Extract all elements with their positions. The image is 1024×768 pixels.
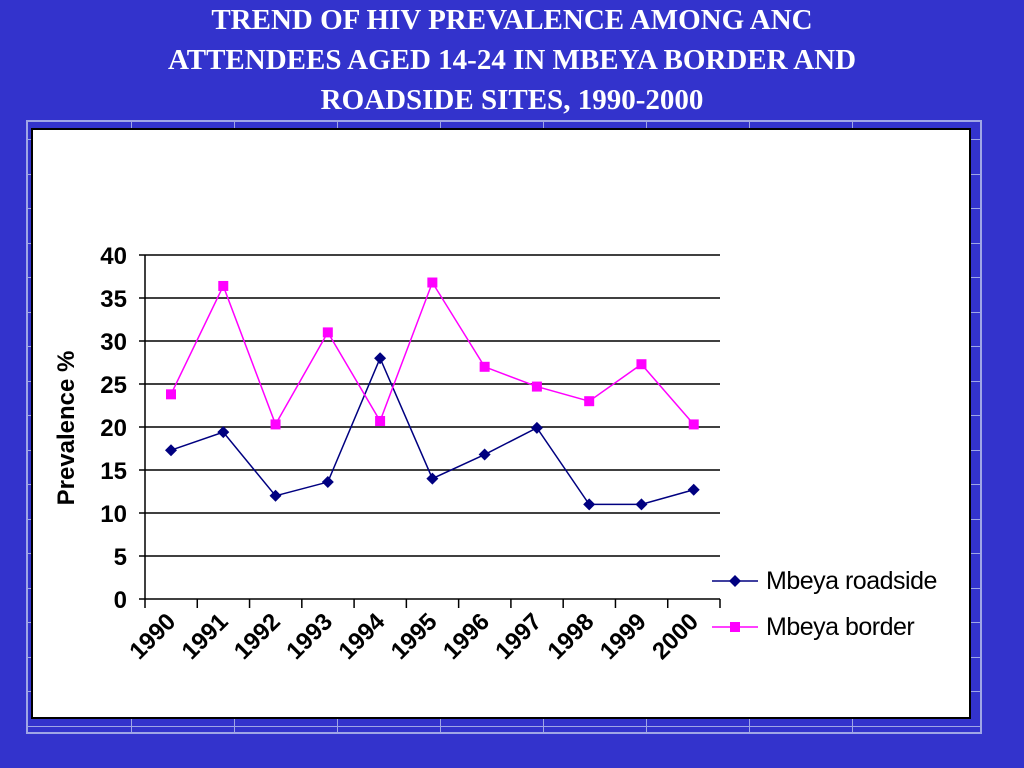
data-point-roadside xyxy=(217,426,230,439)
y-tick-label: 15 xyxy=(100,458,127,485)
legend-label-roadside: Mbeya roadside xyxy=(766,566,937,595)
chart-panel xyxy=(31,128,971,719)
data-point-border xyxy=(688,419,699,430)
x-tick-label: 1994 xyxy=(333,608,390,665)
y-tick-label: 25 xyxy=(100,372,127,399)
data-point-roadside xyxy=(426,472,439,485)
slide-title: TREND OF HIV PREVALENCE AMONG ANC ATTEND… xyxy=(60,0,964,120)
x-tick-label: 1990 xyxy=(124,608,181,665)
legend-item-roadside: Mbeya roadside xyxy=(712,558,937,604)
data-point-roadside xyxy=(583,498,596,511)
data-point-border xyxy=(531,381,542,392)
x-tick-label: 1992 xyxy=(229,608,286,665)
x-tick-labels: 1990199119921993199419951996199719981999… xyxy=(124,608,704,665)
data-point-border xyxy=(479,361,490,372)
data-point-border xyxy=(584,396,595,407)
data-point-border xyxy=(375,415,386,426)
x-tick-label: 1993 xyxy=(281,608,338,665)
x-tick-label: 1991 xyxy=(177,608,234,665)
x-tick-label: 1996 xyxy=(438,608,495,665)
data-point-roadside xyxy=(635,498,648,511)
y-tick-label: 10 xyxy=(100,501,127,528)
data-point-roadside xyxy=(321,476,334,489)
legend-label-border: Mbeya border xyxy=(766,612,915,641)
x-tick-label: 1998 xyxy=(543,608,600,665)
data-point-border xyxy=(427,277,438,288)
x-tick-label: 1995 xyxy=(386,608,443,665)
x-tick-label: 1997 xyxy=(490,608,547,665)
y-tick-label: 0 xyxy=(114,587,127,614)
data-point-border xyxy=(322,327,333,338)
title-line-1: TREND OF HIV PREVALENCE AMONG ANC xyxy=(211,4,813,36)
data-point-roadside xyxy=(687,483,700,496)
frame-gridline xyxy=(28,725,980,727)
data-point-border xyxy=(636,359,647,370)
gridlines xyxy=(145,254,720,557)
data-point-roadside xyxy=(478,448,491,461)
title-line-2: ATTENDEES AGED 14-24 IN MBEYA BORDER AND xyxy=(167,44,857,76)
y-axis-label: Prevalence % xyxy=(53,351,80,506)
y-tick-label: 40 xyxy=(100,243,127,270)
data-point-roadside xyxy=(269,489,282,502)
legend: Mbeya roadside Mbeya border xyxy=(712,558,937,650)
series-line-border xyxy=(170,280,695,427)
data-point-border xyxy=(218,280,229,291)
series-lines xyxy=(170,280,695,506)
y-tick-label: 35 xyxy=(100,286,127,313)
axes xyxy=(139,254,721,608)
data-point-roadside xyxy=(530,421,543,434)
square-marker-icon xyxy=(712,617,758,637)
data-point-border xyxy=(166,389,176,400)
data-point-border xyxy=(270,419,281,430)
series-markers xyxy=(165,277,700,511)
diamond-marker-icon xyxy=(712,571,758,591)
y-tick-label: 30 xyxy=(100,329,127,356)
x-tick-label: 1999 xyxy=(595,608,652,665)
y-tick-labels: 0 5 10 15 20 25 30 35 40 xyxy=(100,243,127,614)
y-tick-label: 20 xyxy=(100,415,127,442)
title-line-3: ROADSIDE SITES, 1990-2000 xyxy=(320,84,704,116)
y-tick-label: 5 xyxy=(114,544,127,571)
data-point-roadside xyxy=(165,444,177,457)
data-point-roadside xyxy=(374,352,387,365)
legend-item-border: Mbeya border xyxy=(712,604,937,650)
x-tick-label: 2000 xyxy=(647,608,704,665)
